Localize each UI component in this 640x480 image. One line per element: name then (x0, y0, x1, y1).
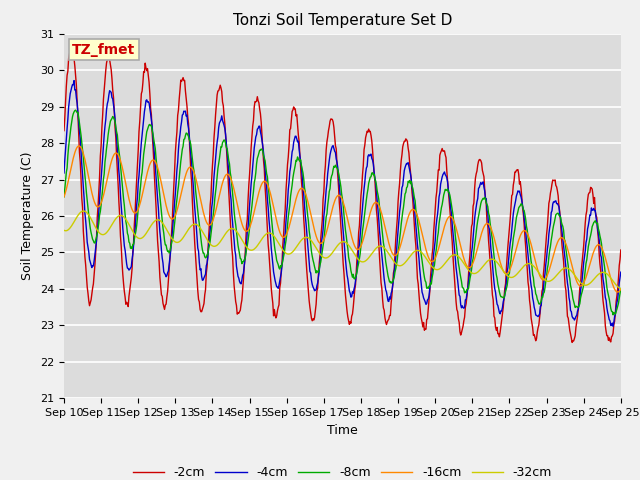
-32cm (60, 228, 68, 233)
-16cm (617, 286, 625, 292)
-4cm (60, 170, 68, 176)
-32cm (617, 286, 625, 292)
-2cm (566, 331, 574, 337)
-4cm (183, 112, 191, 118)
-8cm (389, 279, 397, 285)
-16cm (444, 216, 451, 221)
-2cm (207, 194, 215, 200)
-4cm (389, 283, 397, 289)
-4cm (335, 172, 342, 178)
-2cm (444, 178, 451, 183)
-16cm (183, 168, 191, 174)
-32cm (444, 257, 451, 263)
-32cm (207, 242, 215, 248)
-16cm (335, 192, 342, 198)
Line: -16cm: -16cm (64, 146, 621, 292)
-8cm (444, 186, 451, 192)
-2cm (389, 282, 397, 288)
-4cm (207, 218, 215, 224)
-8cm (566, 283, 574, 288)
-2cm (68, 43, 76, 48)
-8cm (72, 108, 79, 113)
-8cm (335, 170, 342, 176)
-32cm (79, 208, 87, 214)
-2cm (60, 128, 68, 133)
Y-axis label: Soil Temperature (C): Soil Temperature (C) (22, 152, 35, 280)
X-axis label: Time: Time (327, 424, 358, 437)
-4cm (566, 308, 574, 313)
Line: -2cm: -2cm (64, 46, 621, 342)
Line: -32cm: -32cm (64, 211, 621, 289)
-2cm (335, 184, 342, 190)
-16cm (614, 289, 621, 295)
-4cm (444, 179, 451, 185)
-16cm (389, 251, 397, 257)
-16cm (60, 194, 68, 200)
-8cm (207, 232, 215, 238)
-2cm (568, 339, 576, 345)
Text: TZ_fmet: TZ_fmet (72, 43, 136, 57)
-16cm (75, 143, 83, 149)
-32cm (335, 241, 342, 247)
-32cm (183, 229, 191, 235)
-2cm (617, 247, 625, 253)
Line: -4cm: -4cm (64, 81, 621, 326)
-32cm (566, 267, 574, 273)
-8cm (183, 131, 191, 136)
Legend: -2cm, -4cm, -8cm, -16cm, -32cm: -2cm, -4cm, -8cm, -16cm, -32cm (127, 461, 557, 480)
Title: Tonzi Soil Temperature Set D: Tonzi Soil Temperature Set D (233, 13, 452, 28)
-16cm (566, 257, 574, 263)
-8cm (609, 312, 617, 318)
-4cm (609, 324, 617, 329)
-4cm (617, 269, 625, 275)
-8cm (60, 194, 68, 200)
-32cm (389, 257, 397, 263)
-16cm (207, 221, 215, 227)
-8cm (617, 286, 625, 291)
-4cm (70, 78, 78, 84)
-2cm (183, 103, 191, 109)
Line: -8cm: -8cm (64, 110, 621, 315)
